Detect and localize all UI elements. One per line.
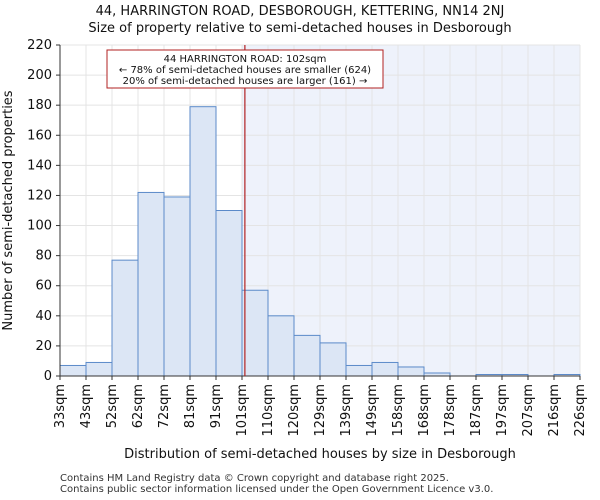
annotation-line: ← 78% of semi-detached houses are smalle… — [119, 65, 371, 76]
histogram-bar — [267, 315, 295, 377]
x-axis-title: Distribution of semi-detached houses by … — [124, 447, 516, 462]
x-tick-label: 72sqm — [157, 384, 172, 428]
x-tick-label: 168sqm — [417, 384, 432, 437]
histogram-bar — [215, 210, 243, 377]
y-tick-label: 140 — [27, 158, 52, 173]
x-tick-label: 52sqm — [105, 384, 120, 428]
chart-subtitle: Size of property relative to semi-detach… — [88, 21, 512, 36]
x-tick-label: 81sqm — [183, 384, 198, 428]
y-tick-label: 60 — [35, 279, 52, 294]
x-tick-label: 101sqm — [235, 384, 250, 437]
histogram-chart: 44 HARRINGTON ROAD: 102sqm← 78% of semi-… — [1, 38, 588, 462]
y-tick-label: 40 — [35, 309, 52, 324]
x-tick-label: 226sqm — [573, 384, 588, 437]
footer-licence: Contains public sector information licen… — [60, 484, 494, 495]
histogram-bar — [293, 334, 321, 377]
x-tick-label: 178sqm — [443, 384, 458, 437]
histogram-bar — [189, 106, 217, 377]
histogram-bar — [371, 361, 399, 377]
y-tick-label: 200 — [27, 68, 52, 83]
y-tick-label: 220 — [27, 38, 52, 53]
highlight-region — [242, 45, 580, 376]
y-tick-label: 160 — [27, 128, 52, 143]
histogram-bar — [85, 361, 113, 377]
chart-title: 44, HARRINGTON ROAD, DESBOROUGH, KETTERI… — [95, 4, 505, 19]
histogram-bar — [345, 364, 373, 377]
x-tick-label: 43sqm — [79, 384, 94, 428]
y-tick-label: 100 — [27, 219, 52, 234]
x-tick-label: 62sqm — [131, 384, 146, 428]
annotation-line: 20% of semi-detached houses are larger (… — [123, 76, 368, 87]
histogram-bar — [137, 191, 165, 377]
y-tick-label: 80 — [35, 249, 52, 264]
annotation-line: 44 HARRINGTON ROAD: 102sqm — [164, 54, 327, 65]
footer-copyright: Contains HM Land Registry data © Crown c… — [60, 473, 449, 484]
x-tick-label: 216sqm — [547, 384, 562, 437]
histogram-bar — [111, 259, 139, 377]
histogram-bar — [397, 366, 425, 377]
x-tick-label: 129sqm — [313, 384, 328, 437]
x-tick-label: 120sqm — [287, 384, 302, 437]
y-axis-title: Number of semi-detached properties — [1, 90, 16, 330]
y-tick-label: 120 — [27, 188, 52, 203]
x-tick-label: 149sqm — [365, 384, 380, 437]
x-tick-label: 139sqm — [339, 384, 354, 437]
y-tick-label: 20 — [35, 339, 52, 354]
x-tick-label: 197sqm — [495, 384, 510, 437]
x-tick-label: 33sqm — [53, 384, 68, 428]
x-tick-label: 187sqm — [469, 384, 484, 437]
x-tick-label: 91sqm — [209, 384, 224, 428]
y-tick-label: 180 — [27, 98, 52, 113]
y-tick-label: 0 — [44, 369, 52, 384]
histogram-bar — [163, 196, 191, 377]
x-tick-label: 110sqm — [261, 384, 276, 437]
histogram-bar — [241, 289, 269, 377]
histogram-bar — [59, 364, 87, 377]
x-tick-label: 207sqm — [521, 384, 536, 437]
histogram-bar — [319, 342, 347, 377]
annotation-box — [106, 49, 384, 89]
x-tick-label: 158sqm — [391, 384, 406, 437]
